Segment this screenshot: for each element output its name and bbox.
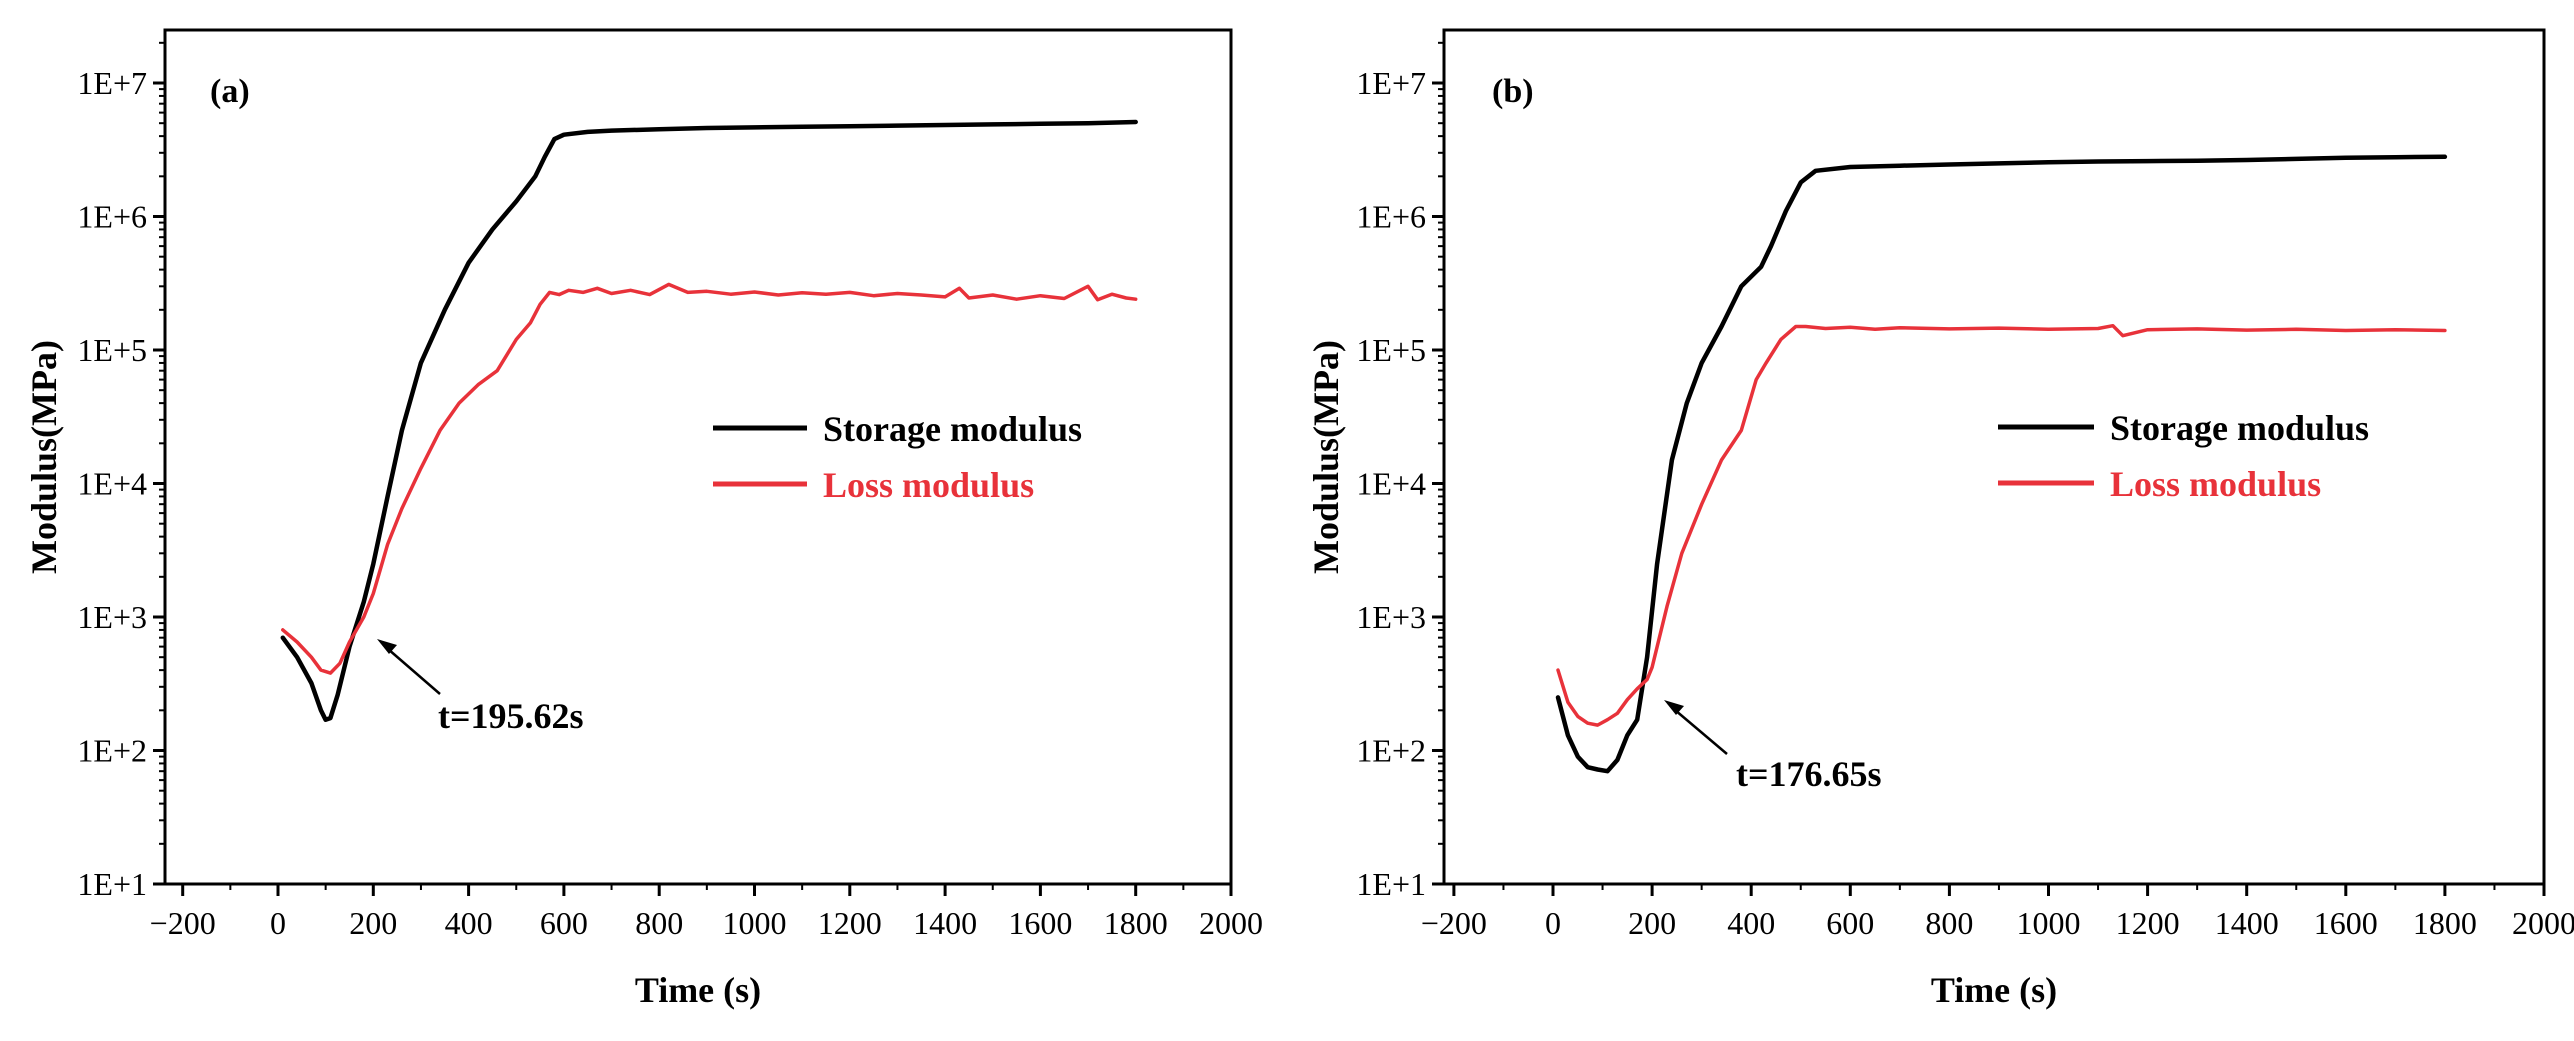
panel-a-x-tick-label: 1000 bbox=[723, 905, 787, 941]
panel-b-x-tick-label: 0 bbox=[1545, 905, 1561, 941]
panel-b-series-loss-modulus-line bbox=[1556, 323, 2447, 727]
panel-a-x-tick-label: 400 bbox=[445, 905, 493, 941]
panel-b-label: (b) bbox=[1492, 73, 1534, 110]
panel-b-x-tick-label: 1000 bbox=[2017, 905, 2081, 941]
panel-b-plot-frame bbox=[1442, 28, 2546, 886]
panel-b-annotation-arrowhead bbox=[1664, 700, 1684, 715]
panel-a-y-tick-label: 1E+2 bbox=[77, 733, 147, 769]
panel-b-x-tick-label: 2000 bbox=[2512, 905, 2574, 941]
panel-b-x-tick-label: 800 bbox=[1925, 905, 1973, 941]
panel-b-y-tick-label: 1E+3 bbox=[1356, 599, 1426, 635]
panel-b-legend-label-storage: Storage modulus bbox=[2110, 408, 2369, 448]
panel-a-legend-label-storage: Storage modulus bbox=[823, 409, 1082, 449]
panel-a-y-axis-label: Modulus(MPa) bbox=[24, 340, 64, 574]
panel-a-y-tick-label: 1E+3 bbox=[77, 599, 147, 635]
panel-a-series bbox=[280, 119, 1138, 722]
panel-b-y-tick-label: 1E+4 bbox=[1356, 466, 1426, 502]
panel-a-x-tick-label: 1200 bbox=[818, 905, 882, 941]
panel-b: 1E+1 1E+2 1E+3 1E+4 1E+5 1E+6 1E+7 −200 0 200 400… bbox=[1306, 28, 2574, 1010]
panel-b-annotation-text: t=176.65s bbox=[1736, 754, 1882, 794]
panel-a-annotation-arrowhead bbox=[377, 639, 397, 654]
panel-b-series bbox=[1555, 154, 2448, 774]
panel-a-x-tick-label: −200 bbox=[150, 905, 216, 941]
panel-b-y-tick-label: 1E+1 bbox=[1356, 866, 1426, 902]
panel-a-x-ticks: −200 0 200 400 600 800 1000 1200 1400 1600 1800 200… bbox=[150, 884, 1263, 941]
panel-a-x-tick-label: 1800 bbox=[1104, 905, 1168, 941]
panel-a-plot-frame bbox=[163, 28, 1233, 886]
panel-a-y-tick-label: 1E+1 bbox=[77, 866, 147, 902]
panel-b-x-tick-label: 600 bbox=[1826, 905, 1874, 941]
panel-b-y-axis-label: Modulus(MPa) bbox=[1306, 340, 1346, 574]
panel-a-x-tick-label: 800 bbox=[635, 905, 683, 941]
panel-b-x-tick-label: 1600 bbox=[2314, 905, 2378, 941]
panel-a-x-tick-label: 1600 bbox=[1008, 905, 1072, 941]
panel-a-y-tick-label: 1E+7 bbox=[77, 65, 147, 101]
panel-b-x-tick-label: 200 bbox=[1628, 905, 1676, 941]
panel-b-annotation-arrow bbox=[1674, 709, 1728, 755]
panel-a-x-tick-label: 200 bbox=[349, 905, 397, 941]
panel-a-x-tick-label: 600 bbox=[540, 905, 588, 941]
panel-b-x-tick-label: 1400 bbox=[2215, 905, 2279, 941]
panel-a-x-axis-label: Time (s) bbox=[635, 970, 761, 1010]
panel-b-series-storage-modulus-line bbox=[1555, 154, 2448, 774]
panel-a-y-tick-label: 1E+4 bbox=[77, 466, 147, 502]
panel-b-x-ticks: −200 0 200 400 600 800 1000 1200 1400 1600 1800 200… bbox=[1421, 884, 2574, 941]
panel-a-series-storage-modulus-line bbox=[280, 119, 1138, 722]
panel-a-series-loss-modulus-line bbox=[281, 282, 1138, 675]
panel-b-y-tick-label: 1E+2 bbox=[1356, 733, 1426, 769]
panel-b-x-tick-label: 1200 bbox=[2116, 905, 2180, 941]
panel-a-x-tick-label: 2000 bbox=[1199, 905, 1263, 941]
panel-a-annotation-text: t=195.62s bbox=[438, 696, 584, 736]
panel-b-x-axis-label: Time (s) bbox=[1931, 970, 2057, 1010]
panel-a-annotation-arrow bbox=[387, 648, 441, 695]
panel-b-legend-label-loss: Loss modulus bbox=[2110, 464, 2321, 504]
panel-a-y-tick-label: 1E+6 bbox=[77, 199, 147, 235]
panel-a-y-tick-label: 1E+5 bbox=[77, 332, 147, 368]
panel-b-y-tick-label: 1E+7 bbox=[1356, 65, 1426, 101]
panel-b-x-tick-label: 400 bbox=[1727, 905, 1775, 941]
panel-a: 1E+1 1E+2 1E+3 1E+4 1E+5 1E+6 1E+7 −200 0 200 400… bbox=[24, 28, 1263, 1010]
panel-a-legend-label-loss: Loss modulus bbox=[823, 465, 1034, 505]
panel-b-x-tick-label: −200 bbox=[1421, 905, 1487, 941]
panel-a-label: (a) bbox=[210, 73, 250, 110]
panel-b-x-tick-label: 1800 bbox=[2413, 905, 2477, 941]
panel-b-y-ticks: 1E+1 1E+2 1E+3 1E+4 1E+5 1E+6 1E+7 bbox=[1356, 41, 1444, 902]
panel-b-y-tick-label: 1E+5 bbox=[1356, 332, 1426, 368]
panel-a-y-ticks: 1E+1 1E+2 1E+3 1E+4 1E+5 1E+6 1E+7 bbox=[77, 41, 165, 902]
panel-a-x-tick-label: 0 bbox=[270, 905, 286, 941]
panel-a-x-tick-label: 1400 bbox=[913, 905, 977, 941]
panel-b-y-tick-label: 1E+6 bbox=[1356, 199, 1426, 235]
